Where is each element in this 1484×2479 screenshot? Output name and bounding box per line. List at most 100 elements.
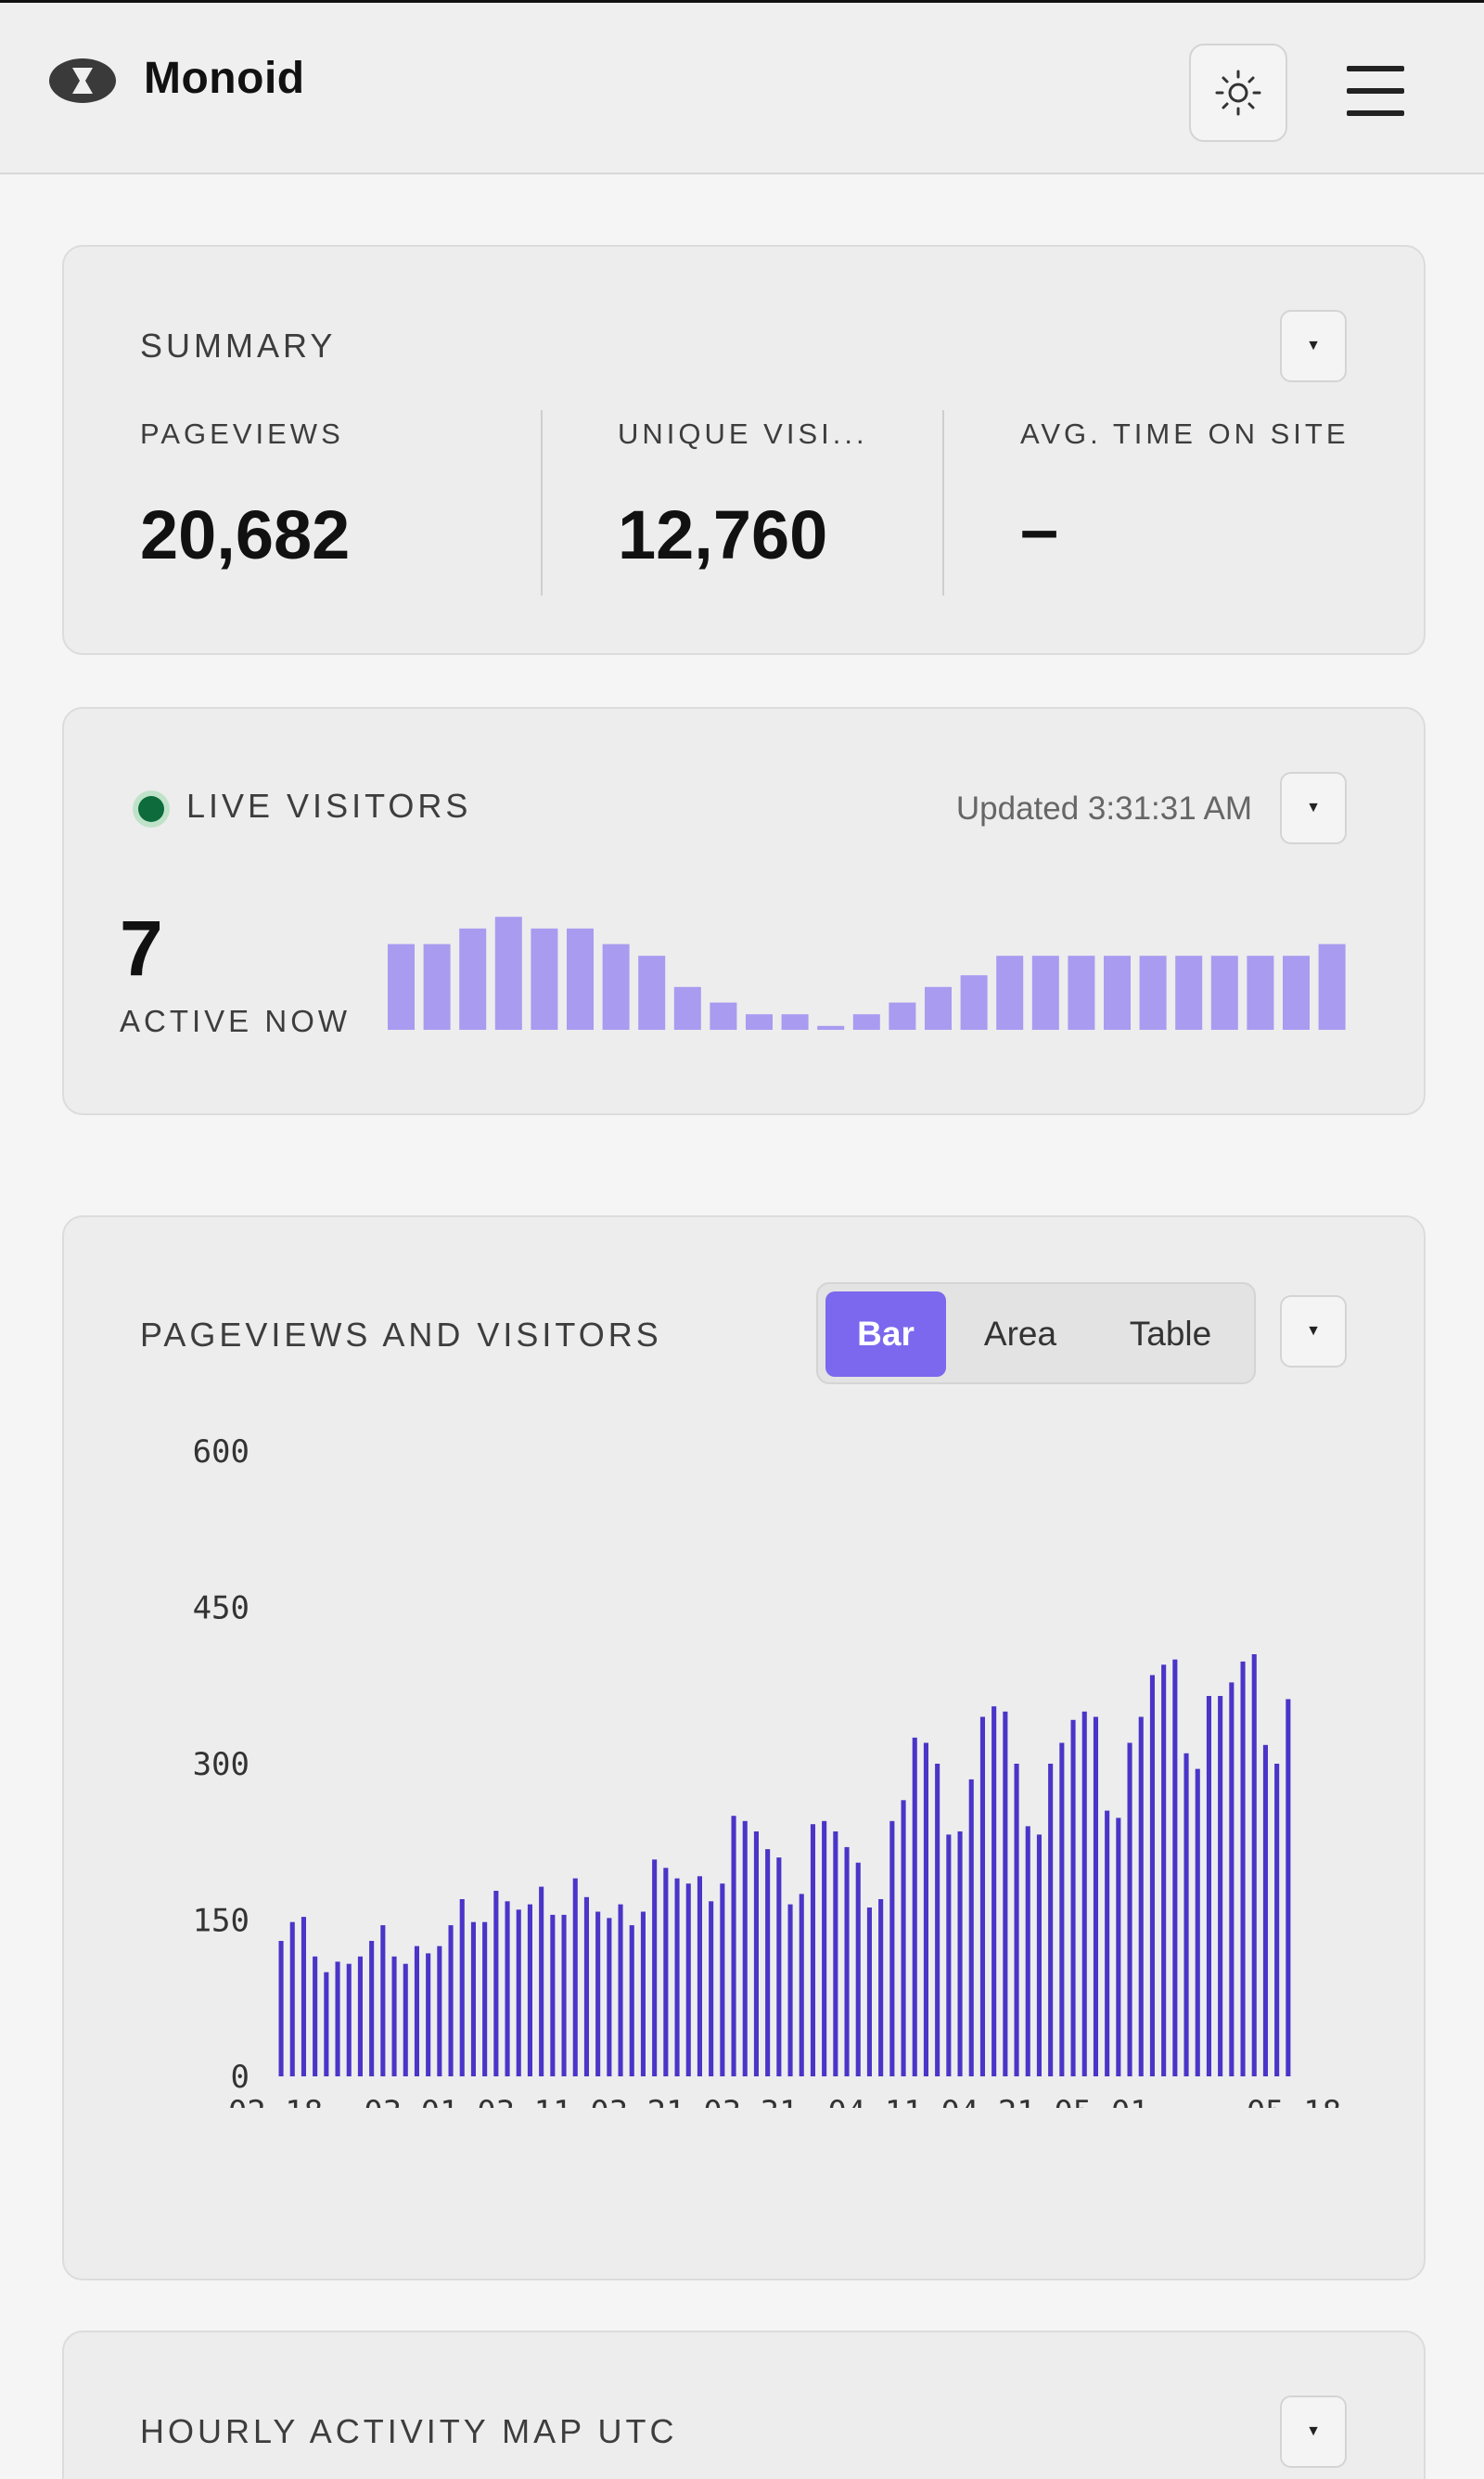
chart-bar[interactable]	[674, 1878, 680, 2076]
chart-bar[interactable]	[855, 1862, 861, 2076]
chart-bar[interactable]	[1048, 1764, 1054, 2076]
chart-bar[interactable]	[799, 1894, 804, 2076]
chart-bar[interactable]	[346, 1963, 352, 2076]
chart-bar[interactable]	[459, 1899, 465, 2076]
tab-area[interactable]: Area	[983, 1315, 1057, 1353]
chart-bar[interactable]	[369, 1941, 375, 2076]
tab-table[interactable]: Table	[1129, 1315, 1212, 1353]
chart-bar[interactable]	[1070, 1719, 1076, 2076]
chart-bar[interactable]	[493, 1891, 499, 2076]
chart-bar[interactable]	[403, 1963, 408, 2076]
chart-bar[interactable]	[448, 1925, 454, 2076]
chart-bar[interactable]	[516, 1909, 521, 2076]
chart-bar[interactable]	[437, 1946, 442, 2076]
chart-bar[interactable]	[709, 1901, 714, 2076]
chart-bar[interactable]	[685, 1883, 691, 2076]
chart-bar[interactable]	[787, 1904, 793, 2076]
chart-bar[interactable]	[572, 1878, 578, 2076]
chart-bar[interactable]	[1229, 1682, 1235, 2076]
chart-bar[interactable]	[1025, 1826, 1030, 2076]
chart-bar[interactable]	[278, 1941, 284, 2076]
chart-bar[interactable]	[742, 1820, 748, 2076]
chart-bar[interactable]	[833, 1831, 838, 2076]
chart-bar[interactable]	[583, 1896, 589, 2076]
theme-toggle-button[interactable]	[1189, 44, 1287, 142]
chart-bar[interactable]	[1172, 1659, 1178, 2076]
chart-bar[interactable]	[991, 1706, 997, 2076]
chart-bar[interactable]	[1036, 1834, 1042, 2076]
chart-bar[interactable]	[539, 1886, 544, 2076]
chart-bar[interactable]	[935, 1764, 940, 2076]
chart-bar[interactable]	[1240, 1661, 1246, 2076]
chart-bar[interactable]	[301, 1917, 306, 2076]
chart-bar[interactable]	[391, 1956, 397, 2076]
hourly-dropdown-button[interactable]: ▼	[1280, 2396, 1347, 2468]
chart-bar[interactable]	[550, 1914, 556, 2076]
chart-dropdown-button[interactable]: ▼	[1280, 1295, 1347, 1368]
chart-bar[interactable]	[979, 1716, 985, 2077]
chart-bar[interactable]	[1127, 1742, 1132, 2077]
summary-dropdown-button[interactable]: ▼	[1280, 310, 1347, 382]
tab-bar[interactable]: Bar	[825, 1291, 946, 1377]
chart-bar[interactable]	[720, 1883, 725, 2076]
chart-bar[interactable]	[731, 1816, 736, 2076]
chart-bar[interactable]	[822, 1820, 827, 2076]
chart-bar[interactable]	[957, 1831, 963, 2076]
chart-bar[interactable]	[335, 1961, 340, 2076]
chart-bar[interactable]	[810, 1824, 815, 2076]
chart-bar[interactable]	[878, 1899, 884, 2076]
chart-bar[interactable]	[1218, 1696, 1223, 2076]
chart-bar[interactable]	[765, 1849, 771, 2076]
chart-bar[interactable]	[505, 1901, 510, 2076]
chart-bar[interactable]	[595, 1911, 601, 2077]
chart-bar[interactable]	[629, 1925, 634, 2076]
chart-bar[interactable]	[923, 1742, 928, 2077]
chart-bar[interactable]	[697, 1876, 702, 2076]
chart-bar[interactable]	[607, 1918, 612, 2076]
chart-bar[interactable]	[1093, 1716, 1098, 2077]
eye-logo-icon[interactable]	[48, 57, 117, 105]
chart-bar[interactable]	[1195, 1768, 1200, 2076]
chart-bar[interactable]	[1161, 1664, 1167, 2076]
chart-bar[interactable]	[663, 1868, 669, 2076]
chart-bar[interactable]	[414, 1946, 419, 2076]
chart-bar[interactable]	[1286, 1699, 1291, 2076]
chart-bar[interactable]	[470, 1921, 476, 2076]
chart-bar[interactable]	[1206, 1696, 1211, 2076]
chart-bar[interactable]	[1274, 1764, 1280, 2076]
chart-bar[interactable]	[561, 1914, 567, 2076]
chart-bar[interactable]	[1251, 1654, 1257, 2076]
chart-bar[interactable]	[1014, 1764, 1019, 2076]
chart-bar[interactable]	[652, 1859, 658, 2076]
chart-bar[interactable]	[289, 1921, 295, 2076]
chart-bar[interactable]	[866, 1907, 872, 2076]
chart-bar[interactable]	[1183, 1753, 1189, 2076]
chart-bar[interactable]	[1149, 1675, 1155, 2077]
chart-bar[interactable]	[1138, 1716, 1144, 2077]
chart-bar[interactable]	[844, 1846, 850, 2076]
chart-bar[interactable]	[889, 1820, 895, 2076]
chart-bar[interactable]	[527, 1904, 532, 2076]
chart-bar[interactable]	[1059, 1742, 1065, 2077]
chart-bar[interactable]	[618, 1904, 623, 2076]
chart-bar[interactable]	[946, 1834, 952, 2076]
chart-bar[interactable]	[968, 1779, 974, 2076]
chart-bar[interactable]	[776, 1857, 782, 2076]
chart-bar[interactable]	[1105, 1810, 1110, 2076]
chart-bar[interactable]	[1003, 1711, 1008, 2076]
chart-bar[interactable]	[324, 1972, 329, 2076]
chart-bar[interactable]	[753, 1831, 759, 2076]
chart-bar[interactable]	[380, 1925, 386, 2076]
chart-bar[interactable]	[1081, 1711, 1087, 2076]
chart-bar[interactable]	[640, 1911, 646, 2077]
chart-bar[interactable]	[901, 1800, 906, 2076]
chart-bar[interactable]	[1262, 1744, 1268, 2076]
chart-bar[interactable]	[313, 1956, 318, 2076]
chart-bar[interactable]	[482, 1921, 488, 2076]
chart-bar[interactable]	[912, 1737, 917, 2076]
chart-bar[interactable]	[357, 1956, 363, 2076]
chart-bar[interactable]	[426, 1953, 431, 2076]
live-dropdown-button[interactable]: ▼	[1280, 772, 1347, 844]
brand-name[interactable]: Monoid	[144, 54, 305, 103]
hamburger-menu-icon[interactable]	[1343, 60, 1408, 122]
